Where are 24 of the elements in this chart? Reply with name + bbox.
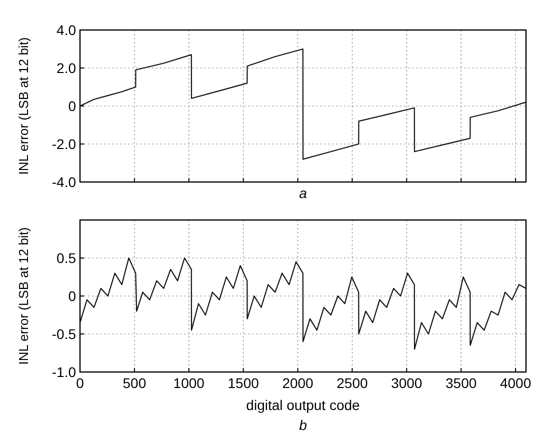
y-tick-label: 0.5 <box>56 250 76 266</box>
y-tick-label: 0 <box>68 288 76 304</box>
y-tick-label: -1.0 <box>52 364 76 380</box>
text: a <box>299 185 308 201</box>
x-tick-label: 500 <box>122 375 146 391</box>
x-tick-label: 4000 <box>500 375 532 391</box>
y-axis-title: INL error (LSB at 12 bit) <box>16 37 31 175</box>
text: b <box>299 417 308 433</box>
y-tick-label: 4.0 <box>56 22 76 38</box>
line-series <box>79 257 526 350</box>
y-tick-label: -4.0 <box>52 174 76 190</box>
x-tick-label: 1000 <box>173 375 205 391</box>
line-series <box>79 48 526 160</box>
y-tick-label: -2.0 <box>52 136 76 152</box>
x-tick-label: 1500 <box>228 375 260 391</box>
y-tick-label: -0.5 <box>52 326 76 342</box>
x-tick-label: 2500 <box>336 375 368 391</box>
y-tick-label: 2.0 <box>56 60 76 76</box>
x-tick-label: 2000 <box>282 375 314 391</box>
x-tick-label: 3000 <box>391 375 422 391</box>
y-axis-title: INL error (LSB at 12 bit) <box>16 227 31 365</box>
y-tick-label: 0 <box>68 98 76 114</box>
x-tick-label: 3500 <box>446 375 477 391</box>
x-axis-title: digital output code <box>246 397 360 413</box>
